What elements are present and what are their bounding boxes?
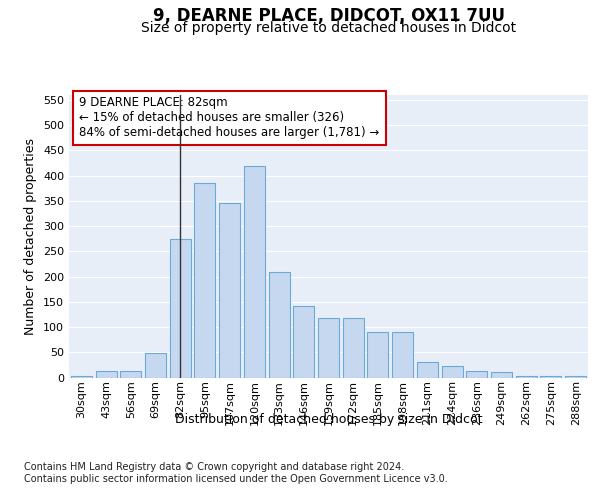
Bar [417, 362, 438, 378]
Bar [269, 272, 290, 378]
Bar [343, 318, 364, 378]
Bar [194, 184, 215, 378]
Bar [145, 354, 166, 378]
Text: 9 DEARNE PLACE: 82sqm
← 15% of detached houses are smaller (326)
84% of semi-det: 9 DEARNE PLACE: 82sqm ← 15% of detached … [79, 96, 380, 140]
Bar [318, 318, 339, 378]
Bar [120, 372, 141, 378]
Bar [367, 332, 388, 378]
Bar [170, 239, 191, 378]
Bar [392, 332, 413, 378]
Bar [71, 376, 92, 378]
Bar [293, 306, 314, 378]
Bar [565, 376, 586, 378]
Text: Distribution of detached houses by size in Didcot: Distribution of detached houses by size … [175, 412, 482, 426]
Bar [244, 166, 265, 378]
Bar [466, 372, 487, 378]
Bar [442, 366, 463, 378]
Y-axis label: Number of detached properties: Number of detached properties [25, 138, 37, 335]
Text: Contains HM Land Registry data © Crown copyright and database right 2024.: Contains HM Land Registry data © Crown c… [24, 462, 404, 472]
Bar [491, 372, 512, 378]
Bar [541, 376, 562, 378]
Text: Contains public sector information licensed under the Open Government Licence v3: Contains public sector information licen… [24, 474, 448, 484]
Text: 9, DEARNE PLACE, DIDCOT, OX11 7UU: 9, DEARNE PLACE, DIDCOT, OX11 7UU [153, 8, 505, 26]
Text: Size of property relative to detached houses in Didcot: Size of property relative to detached ho… [141, 21, 517, 35]
Bar [219, 204, 240, 378]
Bar [516, 376, 537, 378]
Bar [95, 372, 116, 378]
